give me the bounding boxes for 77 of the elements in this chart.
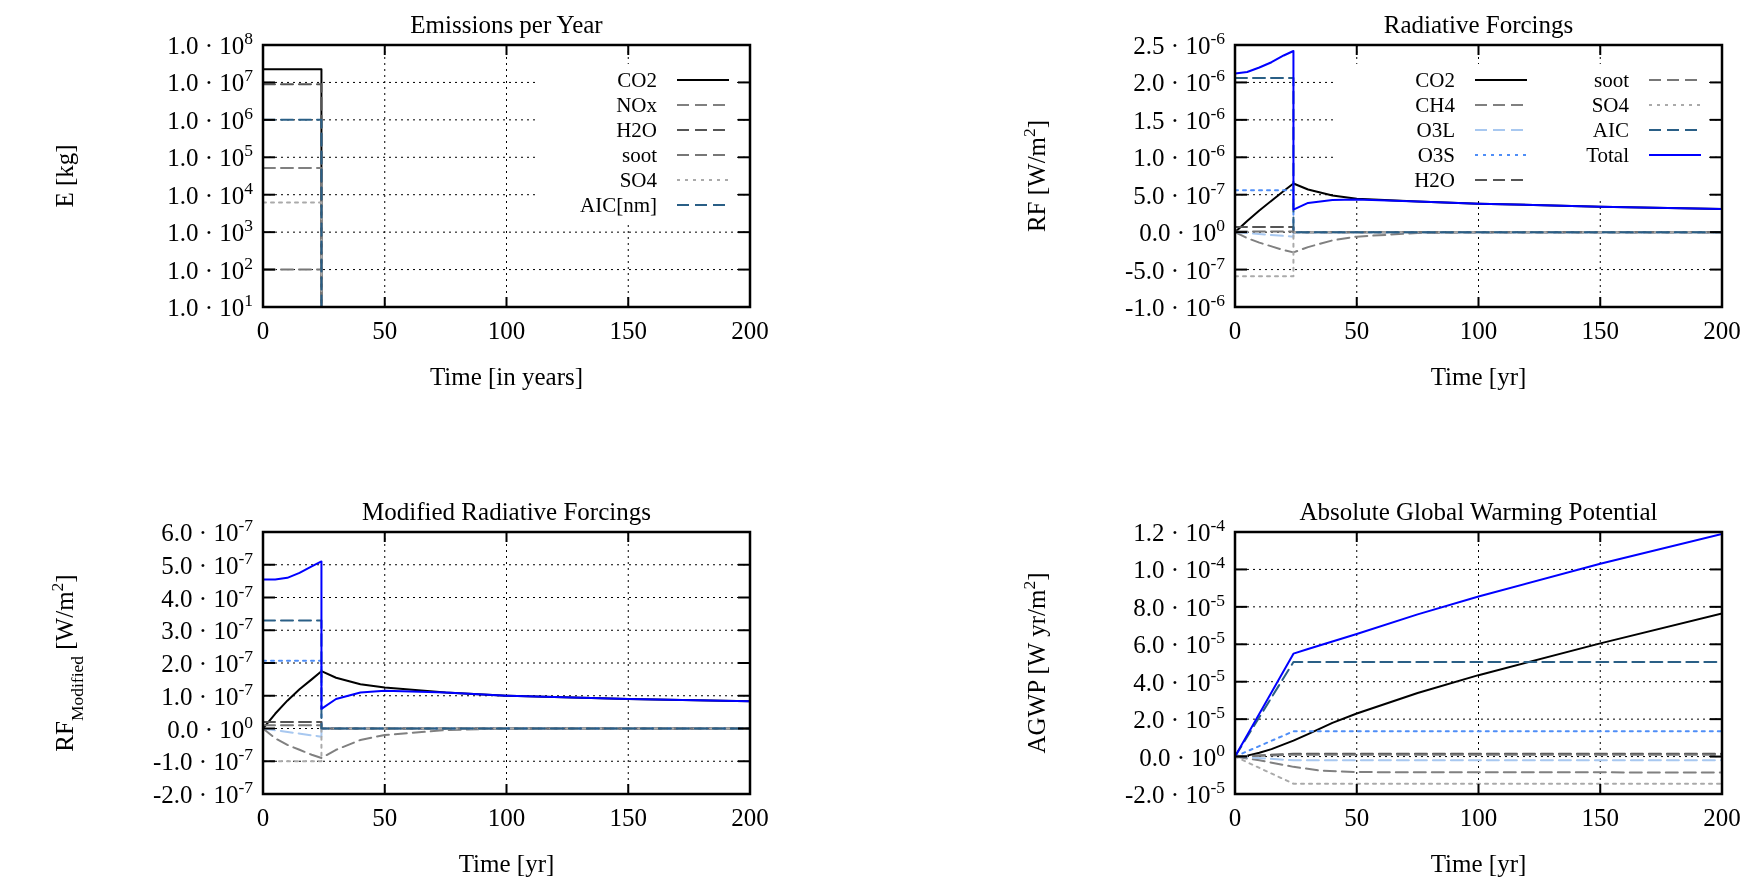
x-tick-label: 150 (609, 804, 647, 831)
y-tick-label: 2.0 · 10$^{-6}$ (1133, 65, 1226, 97)
legend-label: CO2 (617, 68, 657, 92)
y-tick-label: 0.0 · 10$^{0}$ (1139, 739, 1226, 771)
legend-label: soot (1593, 68, 1630, 92)
y-tick-label: 1.0 · 10$^{6}$ (167, 102, 254, 134)
y-tick-label: 2.0 · 10$^{-7}$ (161, 646, 254, 677)
legend-label: AIC[nm] (580, 193, 657, 217)
x-tick-label: 0 (1228, 317, 1242, 344)
y-tick-label: 2.5 · 10$^{-6}$ (1133, 28, 1226, 59)
y-tick-label: 0.0 · 10$^{0}$ (1139, 215, 1226, 247)
x-tick-label: 200 (1703, 804, 1741, 831)
x-tick-label: 50 (1344, 804, 1370, 831)
legend-label: AIC (1592, 118, 1629, 142)
chart-title: Modified Radiative Forcings (362, 498, 651, 525)
y-tick-label: 3.0 · 10$^{-7}$ (161, 613, 254, 645)
legend-label: Total (1586, 143, 1630, 167)
y-tick-label: -5.0 · 10$^{-7}$ (1125, 252, 1226, 284)
legend-label: H2O (616, 118, 657, 142)
x-tick-label: 200 (1703, 317, 1741, 344)
y-tick-label: 5.0 · 10$^{-7}$ (161, 547, 254, 579)
y-tick-label: 1.0 · 10$^{2}$ (167, 252, 253, 284)
x-tick-label: 150 (1581, 804, 1619, 831)
y-tick-label: 1.0 · 10$^{3}$ (167, 215, 254, 247)
y-tick-label: 1.5 · 10$^{-6}$ (1133, 102, 1226, 134)
x-tick-label: 0 (1228, 804, 1242, 831)
x-axis-title: Time [yr] (1430, 850, 1527, 877)
x-tick-label: 50 (372, 804, 398, 831)
x-tick-label: 0 (256, 804, 270, 831)
x-tick-label: 50 (1344, 317, 1370, 344)
y-tick-label: 1.0 · 10$^{4}$ (167, 177, 254, 209)
legend-label: soot (621, 143, 658, 167)
y-tick-label: 1.0 · 10$^{-6}$ (1133, 140, 1226, 172)
y-tick-label: 1.2 · 10$^{-4}$ (1133, 515, 1226, 546)
x-axis-title: Time [in years] (429, 363, 584, 390)
x-axis-title: Time [yr] (1430, 363, 1527, 390)
x-tick-label: 150 (1581, 317, 1619, 344)
chart-title: Emissions per Year (410, 11, 604, 38)
y-tick-label: 5.0 · 10$^{-7}$ (1133, 177, 1226, 209)
y-tick-label: 2.0 · 10$^{-5}$ (1133, 702, 1226, 734)
x-axis-title: Time [yr] (458, 850, 555, 877)
legend-label: NOx (616, 93, 658, 117)
y-tick-label: 1.0 · 10$^{7}$ (167, 65, 254, 97)
legend-label: H2O (1414, 168, 1455, 192)
x-tick-label: 150 (609, 317, 647, 344)
x-tick-label: 100 (487, 317, 526, 344)
x-tick-label: 100 (487, 804, 526, 831)
y-tick-label: 1.0 · 10$^{1}$ (167, 290, 253, 321)
y-tick-label: 4.0 · 10$^{-7}$ (161, 580, 254, 612)
x-tick-label: 100 (1459, 317, 1498, 344)
legend-label: O3S (1417, 143, 1455, 167)
x-tick-label: 0 (256, 317, 270, 344)
y-tick-label: 6.0 · 10$^{-7}$ (161, 515, 254, 546)
y-tick-label: 1.0 · 10$^{-7}$ (161, 678, 254, 710)
x-tick-label: 200 (731, 804, 769, 831)
legend-label: O3L (1416, 118, 1455, 142)
x-tick-label: 100 (1459, 804, 1498, 831)
y-tick-label: 1.0 · 10$^{8}$ (167, 28, 254, 59)
y-axis-title: E [kg] (51, 144, 78, 208)
legend-label: SO4 (1591, 93, 1630, 117)
y-tick-label: 6.0 · 10$^{-5}$ (1133, 627, 1226, 659)
y-tick-label: -2.0 · 10$^{-7}$ (153, 777, 254, 808)
y-tick-label: 8.0 · 10$^{-5}$ (1133, 589, 1226, 621)
legend-label: SO4 (619, 168, 658, 192)
y-tick-label: -1.0 · 10$^{-6}$ (1125, 290, 1226, 321)
y-tick-label: -2.0 · 10$^{-5}$ (1125, 777, 1226, 808)
x-tick-label: 200 (731, 317, 769, 344)
chart-title: Radiative Forcings (1383, 11, 1574, 38)
legend-label: CH4 (1415, 93, 1456, 117)
y-tick-label: 1.0 · 10$^{5}$ (167, 140, 254, 172)
x-tick-label: 50 (372, 317, 398, 344)
y-tick-label: 4.0 · 10$^{-5}$ (1133, 664, 1226, 696)
chart-title: Absolute Global Warming Potential (1299, 498, 1658, 525)
y-tick-label: -1.0 · 10$^{-7}$ (153, 744, 254, 776)
y-tick-label: 0.0 · 10$^{0}$ (167, 711, 254, 743)
legend-label: CO2 (1415, 68, 1455, 92)
y-tick-label: 1.0 · 10$^{-4}$ (1133, 552, 1226, 584)
